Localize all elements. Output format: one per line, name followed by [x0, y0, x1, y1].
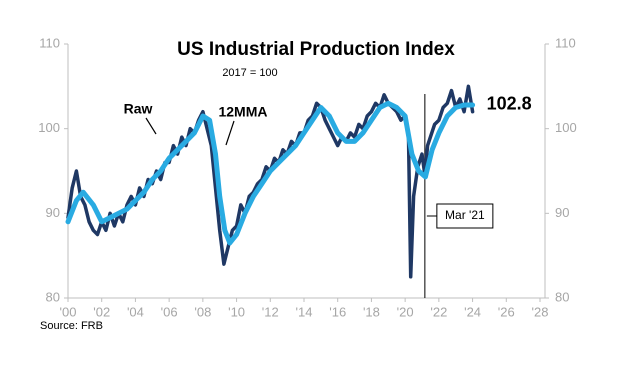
- chart-subtitle: 2017 = 100: [222, 67, 277, 79]
- y-tick-label: 90: [46, 205, 60, 220]
- chart-title: US Industrial Production Index: [177, 39, 455, 60]
- y2-tick-label: 110: [555, 35, 576, 50]
- x-tick-label: '10: [228, 304, 245, 319]
- x-tick-label: '22: [430, 304, 447, 319]
- y-tick-label: 110: [39, 35, 60, 50]
- series-label: 12MMA: [218, 104, 267, 120]
- x-tick-label: '28: [532, 304, 549, 319]
- x-tick-label: '02: [93, 304, 110, 319]
- x-tick-label: '26: [498, 304, 515, 319]
- series-label: Raw: [124, 101, 153, 117]
- series-line: [65, 100, 476, 246]
- y2-tick-label: 80: [555, 289, 569, 304]
- y-tick-label: 100: [38, 120, 60, 135]
- x-tick-label: '08: [194, 304, 211, 319]
- end-value-label: 102.8: [487, 94, 532, 114]
- x-tick-label: '04: [127, 304, 144, 319]
- x-tick-label: '14: [296, 304, 313, 319]
- x-tick-label: '06: [161, 304, 178, 319]
- x-tick-label: '18: [363, 304, 380, 319]
- annotation-text: Mar '21: [445, 208, 485, 222]
- label-arrow: [225, 120, 235, 146]
- x-tick-label: '24: [464, 304, 481, 319]
- y-tick-label: 80: [46, 289, 60, 304]
- y2-tick-label: 100: [555, 120, 577, 135]
- source-note: Source: FRB: [40, 320, 103, 332]
- annotation-box: [436, 203, 494, 229]
- x-tick-label: '16: [329, 304, 346, 319]
- y2-tick-label: 90: [555, 205, 569, 220]
- x-tick-label: '20: [397, 304, 414, 319]
- x-tick-label: '12: [262, 304, 279, 319]
- x-tick-label: '00: [60, 304, 77, 319]
- label-arrow: [145, 117, 157, 135]
